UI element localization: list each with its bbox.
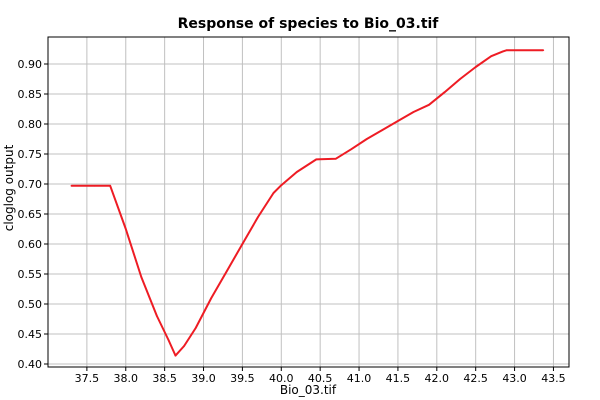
y-tick-label: 0.90 — [18, 58, 43, 71]
data-point — [397, 120, 399, 122]
y-tick-label: 0.55 — [18, 268, 43, 281]
x-tick-label: 40.0 — [269, 372, 294, 385]
y-tick-label: 0.75 — [18, 148, 43, 161]
x-axis-label: Bio_03.tif — [280, 383, 337, 397]
x-tick-label: 42.5 — [463, 372, 488, 385]
data-point — [93, 185, 96, 187]
grid — [48, 37, 569, 367]
data-point — [296, 171, 298, 173]
data-point — [167, 339, 170, 341]
data-point — [226, 270, 228, 272]
x-tick-label: 41.5 — [386, 372, 411, 385]
data-point — [474, 66, 477, 68]
data-point — [443, 91, 446, 93]
data-point — [70, 185, 73, 187]
y-axis: 0.40 0.45 0.50 0.55 0.60 0.65 0.70 0.75 0.80 0.85… — [18, 58, 48, 371]
data-point — [241, 243, 244, 245]
data-point — [334, 158, 337, 160]
data-point — [490, 55, 493, 57]
x-tick-label: 37.5 — [75, 372, 100, 385]
data-point — [502, 50, 504, 53]
x-tick-label: 42.0 — [425, 372, 450, 385]
data-point — [542, 49, 545, 51]
data-point — [194, 327, 197, 329]
y-tick-label: 0.45 — [18, 328, 43, 341]
y-tick-label: 0.50 — [18, 298, 43, 311]
y-axis-label: cloglog output — [2, 144, 16, 231]
y-tick-label: 0.80 — [18, 118, 43, 131]
data-point — [505, 49, 508, 51]
x-tick-label: 41.0 — [347, 372, 372, 385]
data-point — [315, 158, 318, 161]
data-point — [428, 104, 430, 106]
data-point — [183, 345, 185, 347]
data-point — [459, 78, 461, 80]
x-tick-label: 43.0 — [502, 372, 527, 385]
data-point — [272, 192, 275, 194]
data-point — [381, 129, 384, 131]
data-point — [109, 185, 112, 187]
y-tick-label: 0.60 — [18, 238, 43, 251]
x-tick-label: 39.5 — [230, 372, 255, 385]
data-point — [412, 111, 415, 113]
x-axis: 37.5 38.0 38.5 39.0 39.5 40.0 40.5 41.0 41.5 42.0… — [75, 367, 566, 385]
x-tick-label: 38.5 — [152, 372, 177, 385]
x-tick-label: 43.5 — [541, 372, 566, 385]
series-group — [70, 49, 545, 357]
y-tick-label: 0.40 — [18, 358, 43, 371]
data-point — [257, 216, 259, 218]
chart-title: Response of species to Bio_03.tif — [178, 16, 440, 32]
data-point — [124, 228, 127, 230]
data-point — [210, 297, 213, 299]
response-line — [71, 49, 544, 357]
data-point — [280, 184, 283, 186]
data-point — [140, 276, 143, 278]
x-tick-label: 38.0 — [114, 372, 139, 385]
data-point — [350, 148, 353, 150]
y-tick-label: 0.65 — [18, 208, 43, 221]
data-point — [366, 138, 368, 140]
y-tick-label: 0.70 — [18, 178, 43, 191]
x-tick-label: 40.5 — [308, 372, 333, 385]
data-point — [156, 315, 158, 317]
x-tick-label: 39.0 — [191, 372, 216, 385]
y-tick-label: 0.85 — [18, 88, 43, 101]
data-point — [174, 354, 177, 357]
plot-frame — [47, 36, 570, 368]
